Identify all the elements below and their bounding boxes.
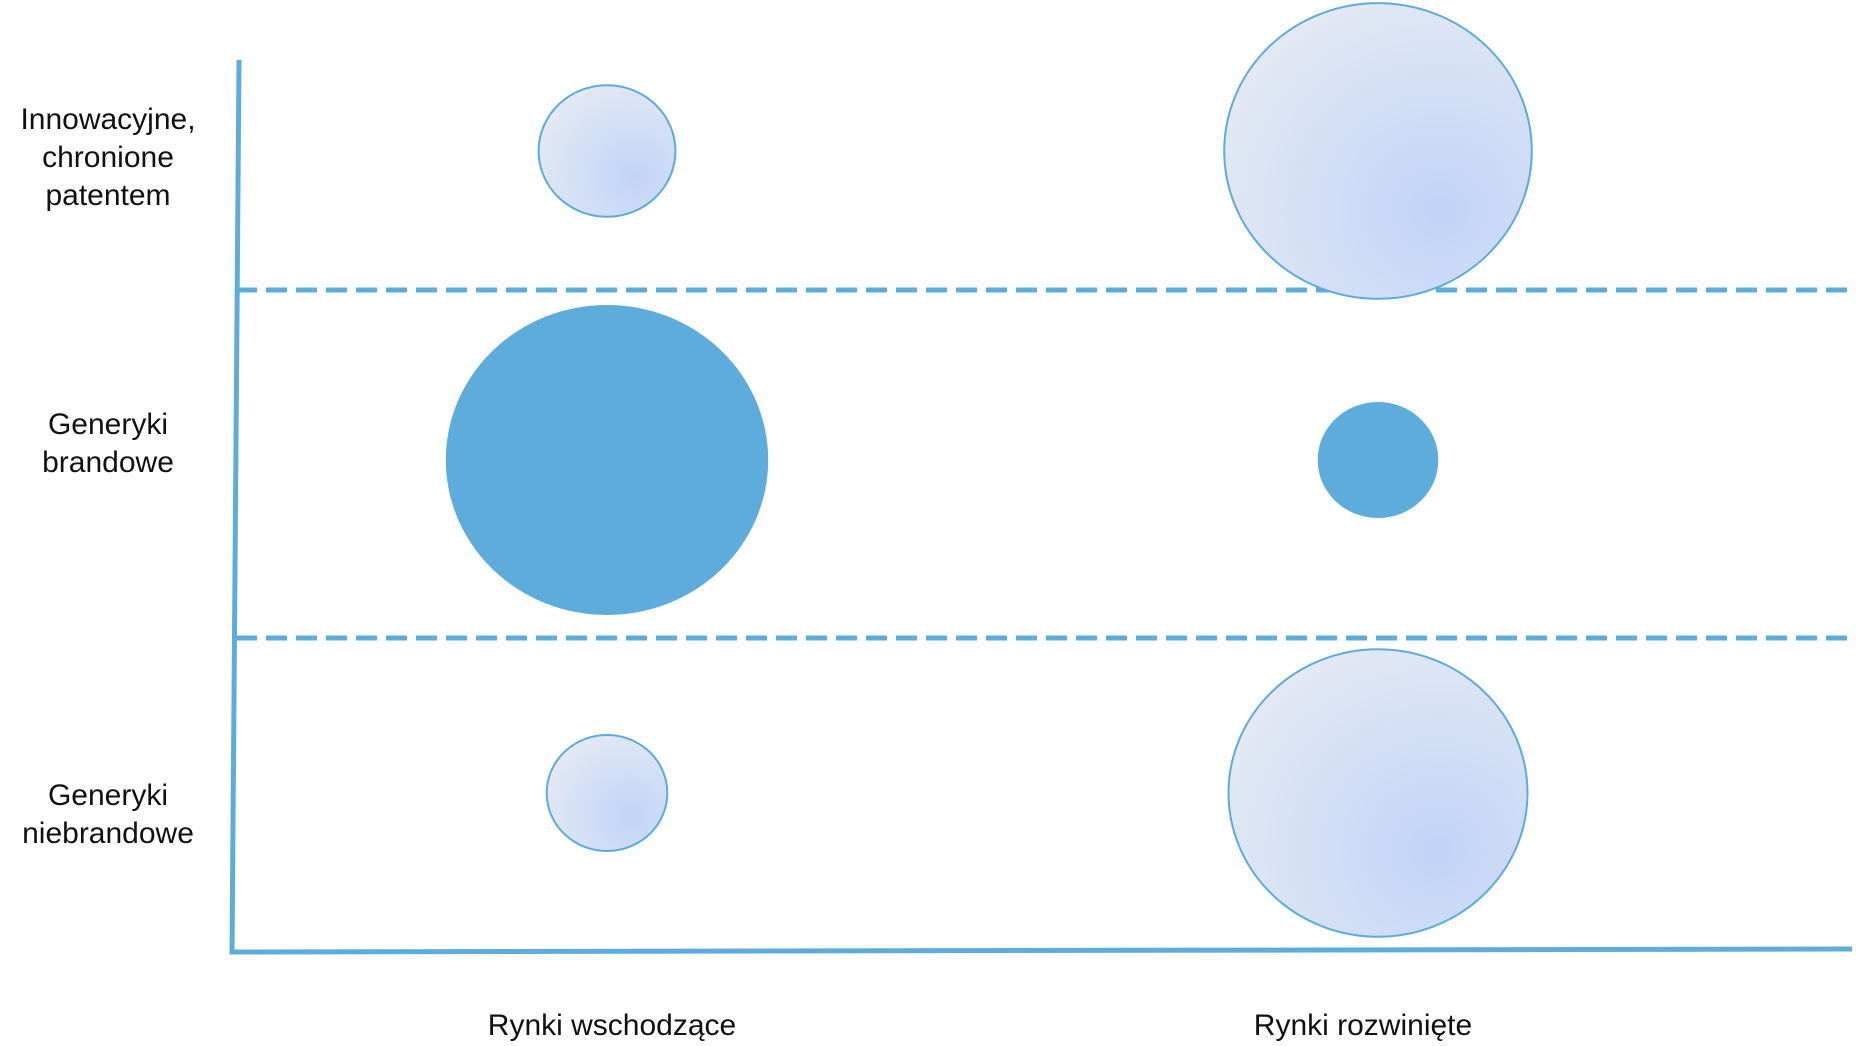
y-axis-line xyxy=(229,59,242,955)
x-axis-line xyxy=(229,946,1853,955)
bubble-3 xyxy=(445,305,769,615)
y-tick-label-2: Generyki brandowe xyxy=(42,408,174,479)
x-tick-label-1: Rynki wschodzące xyxy=(487,1009,737,1042)
y-tick-label-3: Generyki niebrandowe xyxy=(22,779,194,850)
bubble-1 xyxy=(537,84,677,218)
bubble-6 xyxy=(1227,648,1529,938)
bubble-2 xyxy=(1223,2,1533,300)
bubble-5 xyxy=(545,734,669,852)
x-tick-label-2: Rynki rozwinięte xyxy=(1253,1009,1473,1042)
y-tick-label-1: Innowacyjne, chronione patentem xyxy=(20,103,196,212)
bubble-4 xyxy=(1317,402,1439,518)
